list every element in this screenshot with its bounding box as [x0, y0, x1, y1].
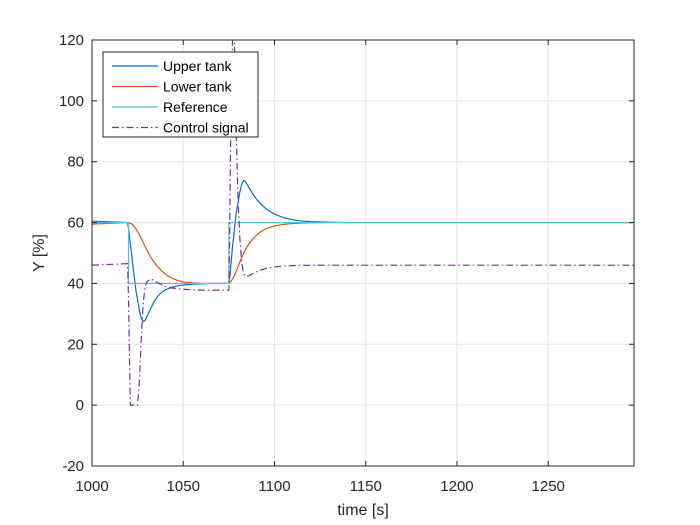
x-tick-label: 1000: [75, 478, 108, 495]
y-tick-label: 20: [67, 336, 84, 353]
y-tick-label: 120: [59, 32, 84, 49]
y-axis-label: Y [%]: [31, 234, 48, 272]
series-line-control-signal: [92, 40, 634, 406]
x-tick-label: 1200: [440, 478, 473, 495]
legend-label: Control signal: [163, 120, 249, 136]
x-tick-label: 1250: [532, 478, 565, 495]
x-axis-label: time [s]: [337, 502, 389, 519]
plot-frame: [91, 39, 635, 467]
x-tick-label: 1150: [350, 478, 382, 495]
x-tick-label: 1100: [258, 478, 290, 495]
y-tick-label: 80: [67, 154, 84, 171]
x-tick-label: 1050: [167, 478, 200, 495]
y-tick-label: 60: [67, 215, 84, 232]
legend-label: Lower tank: [163, 79, 232, 95]
y-tick-label: -20: [62, 458, 84, 475]
y-tick-label: 40: [67, 275, 84, 292]
series-group: [92, 40, 634, 406]
legend-label: Upper tank: [163, 58, 232, 74]
series-line-reference: [92, 221, 634, 285]
ticks: 1000 1050 1100 1150 1200 1250 -20 0 20 40 60 80 100 1…: [59, 32, 634, 495]
legend: Upper tank Lower tank Reference Control sig…: [102, 51, 259, 138]
legend-label: Reference: [163, 99, 228, 115]
y-tick-label: 100: [59, 93, 84, 110]
y-tick-label: 0: [76, 397, 84, 414]
